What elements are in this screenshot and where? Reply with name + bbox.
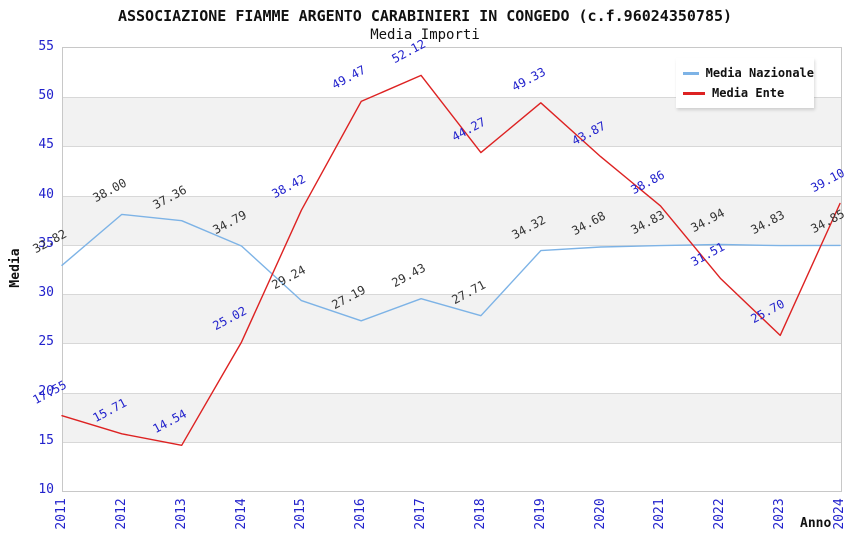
chart-subtitle: Media Importi [370, 27, 480, 43]
legend: Media Nazionale Media Ente [676, 58, 814, 108]
y-axis-label: Media [8, 248, 23, 288]
y-tick-20: 20 [38, 383, 54, 399]
gridline [63, 244, 841, 246]
legend-label-media-nazionale: Media Nazionale [705, 66, 814, 80]
legend-line-sample-nazionale-icon [683, 71, 699, 75]
line-media-nazionale [61, 213, 841, 322]
gridline [63, 97, 841, 99]
legend-label-media-ente: Media Ente [712, 86, 785, 100]
plot-band [63, 146, 841, 196]
gridline [63, 195, 841, 197]
gridline [63, 441, 841, 443]
line-series-canvas [61, 74, 841, 446]
gridline [63, 392, 841, 394]
line-media-ente [61, 74, 841, 446]
y-tick-15: 15 [38, 432, 54, 448]
plot-band [63, 392, 841, 442]
x-tick-2011: 2011 [54, 498, 69, 530]
x-tick-2017: 2017 [413, 498, 429, 530]
x-tick-2013: 2013 [173, 498, 189, 530]
plot-band [63, 294, 841, 344]
x-tick-2014: 2014 [233, 498, 249, 530]
x-tick-2024: 2024 [832, 498, 847, 530]
y-tick-10: 10 [38, 482, 54, 497]
x-tick-2023: 2023 [772, 498, 788, 530]
x-axis-label: Anno [800, 516, 832, 531]
x-tick-2012: 2012 [113, 498, 129, 530]
legend-line-sample-ente-icon [683, 91, 705, 95]
plot-band [63, 195, 841, 245]
y-tick-55: 55 [38, 39, 54, 54]
legend-item-media-nazionale: Media Nazionale [676, 66, 814, 80]
x-tick-2020: 2020 [592, 498, 608, 530]
y-tick-45: 45 [38, 137, 54, 153]
y-tick-50: 50 [38, 88, 54, 104]
gridline [63, 294, 841, 296]
y-tick-30: 30 [38, 285, 54, 301]
plot-band [63, 441, 841, 491]
x-tick-2022: 2022 [712, 498, 728, 530]
x-tick-2018: 2018 [472, 498, 488, 530]
plot-band [63, 343, 841, 393]
x-tick-2015: 2015 [293, 498, 309, 530]
gridline [63, 146, 841, 148]
x-tick-2016: 2016 [353, 498, 369, 530]
legend-item-media-ente: Media Ente [676, 86, 814, 100]
x-tick-2021: 2021 [652, 498, 668, 530]
plot-band [63, 244, 841, 295]
y-tick-40: 40 [38, 186, 54, 202]
x-tick-2019: 2019 [532, 498, 548, 530]
chart-title: ASSOCIAZIONE FIAMME ARGENTO CARABINIERI … [117, 7, 733, 25]
gridline [63, 343, 841, 345]
y-tick-35: 35 [38, 235, 54, 251]
y-tick-25: 25 [38, 334, 54, 350]
plot-area [62, 47, 842, 492]
